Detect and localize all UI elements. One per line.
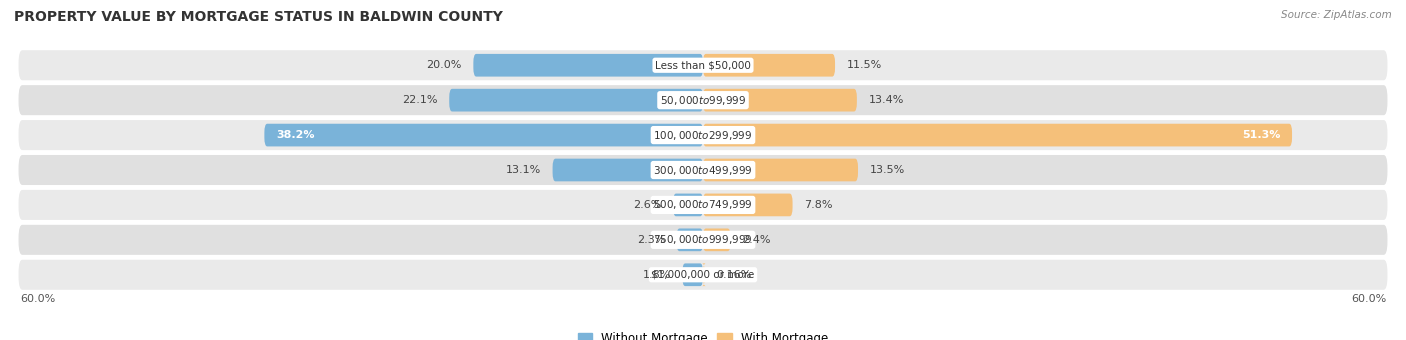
Text: 13.5%: 13.5% — [869, 165, 904, 175]
FancyBboxPatch shape — [553, 159, 703, 181]
Text: $1,000,000 or more: $1,000,000 or more — [651, 270, 755, 280]
FancyBboxPatch shape — [17, 84, 1389, 116]
Text: 60.0%: 60.0% — [1351, 294, 1386, 304]
Text: $50,000 to $99,999: $50,000 to $99,999 — [659, 94, 747, 107]
Text: 2.3%: 2.3% — [637, 235, 665, 245]
FancyBboxPatch shape — [17, 119, 1389, 151]
FancyBboxPatch shape — [682, 264, 703, 286]
Text: 60.0%: 60.0% — [20, 294, 55, 304]
Text: 22.1%: 22.1% — [402, 95, 437, 105]
Text: 11.5%: 11.5% — [846, 60, 882, 70]
Text: 20.0%: 20.0% — [426, 60, 461, 70]
FancyBboxPatch shape — [17, 224, 1389, 256]
FancyBboxPatch shape — [703, 89, 856, 112]
FancyBboxPatch shape — [474, 54, 703, 76]
Text: $750,000 to $999,999: $750,000 to $999,999 — [654, 233, 752, 246]
Text: Less than $50,000: Less than $50,000 — [655, 60, 751, 70]
FancyBboxPatch shape — [703, 228, 731, 251]
FancyBboxPatch shape — [264, 124, 703, 147]
Text: 7.8%: 7.8% — [804, 200, 832, 210]
Text: 1.8%: 1.8% — [643, 270, 671, 280]
FancyBboxPatch shape — [703, 124, 1292, 147]
Text: 51.3%: 51.3% — [1241, 130, 1281, 140]
FancyBboxPatch shape — [17, 154, 1389, 186]
FancyBboxPatch shape — [17, 189, 1389, 221]
Text: 13.1%: 13.1% — [506, 165, 541, 175]
Text: 13.4%: 13.4% — [869, 95, 904, 105]
FancyBboxPatch shape — [702, 264, 706, 286]
FancyBboxPatch shape — [17, 259, 1389, 291]
FancyBboxPatch shape — [703, 193, 793, 216]
Legend: Without Mortgage, With Mortgage: Without Mortgage, With Mortgage — [574, 328, 832, 340]
FancyBboxPatch shape — [703, 159, 858, 181]
Text: PROPERTY VALUE BY MORTGAGE STATUS IN BALDWIN COUNTY: PROPERTY VALUE BY MORTGAGE STATUS IN BAL… — [14, 10, 503, 24]
FancyBboxPatch shape — [673, 193, 703, 216]
FancyBboxPatch shape — [703, 54, 835, 76]
Text: 38.2%: 38.2% — [276, 130, 315, 140]
FancyBboxPatch shape — [17, 49, 1389, 81]
Text: $100,000 to $299,999: $100,000 to $299,999 — [654, 129, 752, 141]
Text: 2.6%: 2.6% — [633, 200, 662, 210]
FancyBboxPatch shape — [450, 89, 703, 112]
Text: $500,000 to $749,999: $500,000 to $749,999 — [654, 199, 752, 211]
FancyBboxPatch shape — [676, 228, 703, 251]
Text: $300,000 to $499,999: $300,000 to $499,999 — [654, 164, 752, 176]
Text: Source: ZipAtlas.com: Source: ZipAtlas.com — [1281, 10, 1392, 20]
Text: 0.16%: 0.16% — [716, 270, 752, 280]
Text: 2.4%: 2.4% — [742, 235, 770, 245]
